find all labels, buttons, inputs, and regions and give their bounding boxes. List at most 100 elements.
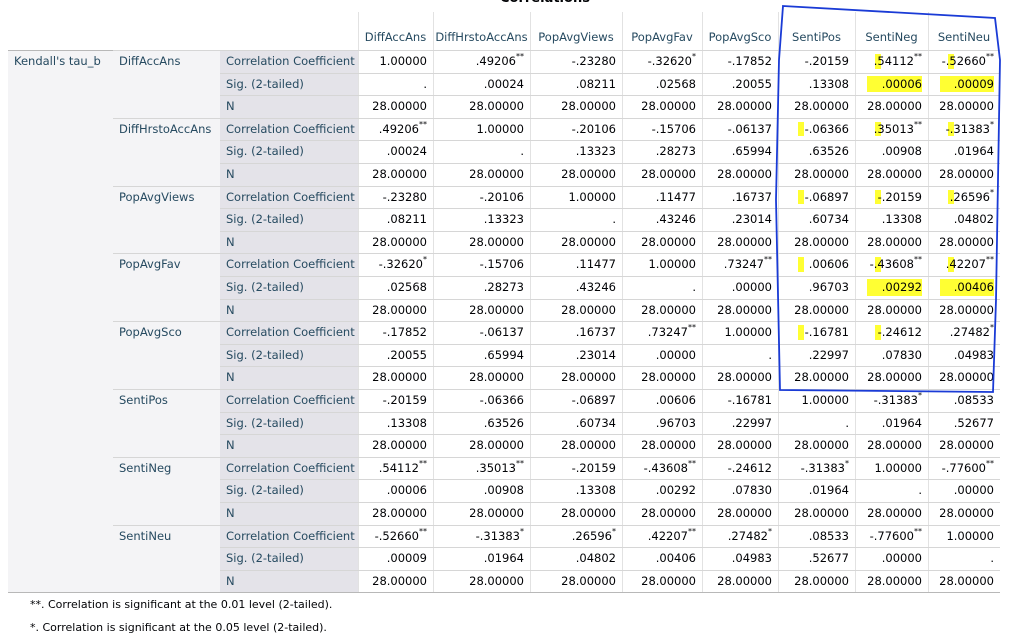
cell: .13308	[575, 483, 616, 498]
cell: .00024	[483, 76, 524, 91]
cell: .00406	[655, 551, 696, 566]
cell: .60734	[575, 415, 616, 430]
variable-label: PopAvgFav	[119, 257, 181, 272]
cell-value: -.32620	[647, 54, 692, 68]
column-divider	[702, 12, 703, 593]
statistic-label: N	[226, 506, 235, 520]
cell: .63526	[483, 415, 524, 430]
significance-mark: **	[986, 458, 994, 468]
variable-label: SentiNeu	[119, 528, 172, 543]
statistic-label: Sig. (2-tailed)	[226, 483, 304, 498]
cell: .00908	[483, 483, 524, 498]
significance-mark: **	[764, 255, 772, 265]
cell: .00908	[881, 144, 922, 159]
variable-label: PopAvgViews	[119, 189, 195, 204]
significance-mark: *	[918, 391, 922, 400]
cell: -.77600**	[928, 457, 1000, 480]
row-rule	[220, 547, 1000, 549]
cell: 28.00000	[717, 438, 772, 453]
cell: .04983	[731, 551, 772, 566]
column-header: DiffAccAns	[364, 30, 427, 44]
statistic-label: Sig. (2-tailed)	[226, 144, 304, 159]
cell: -.43608**	[622, 457, 702, 480]
statistic-label: Correlation Coefficient	[226, 528, 355, 543]
cell: 28.00000	[867, 234, 922, 249]
row-rule	[113, 456, 1000, 458]
cell: 28.00000	[561, 438, 616, 453]
cell: -.32620*	[358, 253, 433, 276]
cell: 1.00000	[476, 121, 524, 136]
row-rule	[113, 117, 1000, 119]
cell-value: .35013	[475, 460, 516, 475]
cell: .23014	[575, 347, 616, 362]
cell: 28.00000	[717, 370, 772, 385]
cell: .27482*	[702, 525, 778, 548]
cell: 28.00000	[641, 506, 696, 520]
cell: -.23280	[382, 189, 427, 204]
cell: 28.00000	[717, 234, 772, 249]
cell: 28.00000	[939, 302, 994, 317]
statistic-label: Sig. (2-tailed)	[226, 76, 304, 91]
cell: .54112**	[855, 50, 928, 73]
cell: 28.00000	[867, 99, 922, 114]
cell: 28.00000	[717, 99, 772, 114]
cell: -.15706	[651, 121, 696, 136]
cell: 28.00000	[372, 167, 427, 181]
cell: -.32620*	[622, 50, 702, 73]
cell: 28.00000	[794, 234, 849, 249]
cell: 28.00000	[372, 506, 427, 520]
cell: .28273	[483, 280, 524, 294]
cell: .13323	[575, 144, 616, 159]
cell: -.52660**	[358, 525, 433, 548]
column-divider	[530, 12, 531, 593]
significance-mark: *	[768, 526, 772, 536]
statistic-label: Sig. (2-tailed)	[226, 551, 304, 566]
cell: .35013**	[855, 118, 928, 141]
cell: -.23280	[571, 54, 616, 68]
statistic-label: N	[226, 438, 235, 453]
statistic-label: Correlation Coefficient	[226, 121, 355, 136]
cell-value: -.77600	[869, 528, 914, 543]
cell: .00000	[655, 347, 696, 362]
cell: .08533	[808, 528, 849, 543]
statistic-label: Correlation Coefficient	[226, 393, 355, 407]
cell: -.16781	[804, 325, 849, 340]
statistic-label: Sig. (2-tailed)	[226, 212, 304, 227]
cell: 28.00000	[561, 302, 616, 317]
significance-mark: *	[692, 52, 696, 61]
cell: .08211	[386, 212, 427, 227]
cell: .01964	[953, 144, 994, 159]
row-rule	[220, 343, 1000, 345]
cell: .08533	[953, 393, 994, 407]
cell: 28.00000	[641, 99, 696, 114]
cell: .	[423, 76, 427, 91]
cell: .00606	[655, 393, 696, 407]
cell: -.77600**	[855, 525, 928, 548]
cell: -.16781	[727, 393, 772, 407]
cell: 28.00000	[372, 302, 427, 317]
cell: .42207**	[622, 525, 702, 548]
cell: 28.00000	[717, 506, 772, 520]
cell: 28.00000	[561, 99, 616, 114]
column-header: PopAvgFav	[631, 30, 693, 44]
cell: 28.00000	[372, 573, 427, 588]
cell: -.20106	[479, 189, 524, 204]
cell: 28.00000	[794, 370, 849, 385]
cell: .73247**	[702, 253, 778, 276]
column-header: SentiNeg	[865, 30, 918, 44]
cell: 28.00000	[717, 302, 772, 317]
cell-value: .49206	[475, 54, 516, 68]
row-rule	[220, 502, 1000, 503]
cell-value: .27482	[949, 325, 990, 340]
cell: .20055	[386, 347, 427, 362]
cell: 28.00000	[939, 573, 994, 588]
cell: -.06137	[479, 325, 524, 340]
cell: .16737	[731, 189, 772, 204]
cell: .	[768, 347, 772, 362]
row-rule	[220, 569, 1000, 571]
cell: .63526	[808, 144, 849, 159]
cell-value: .42207	[647, 528, 688, 543]
column-header: PopAvgViews	[538, 30, 614, 44]
cell: 1.00000	[568, 189, 616, 204]
cell: 28.00000	[867, 302, 922, 317]
